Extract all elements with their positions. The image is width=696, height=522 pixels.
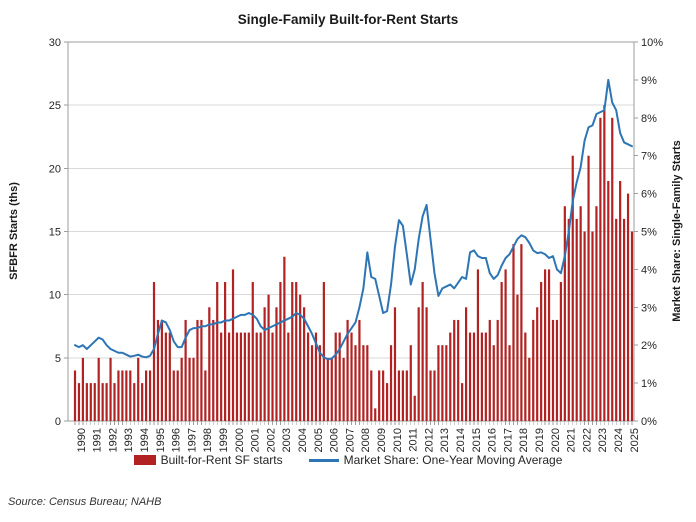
x-axis-year-label: 2007 — [344, 428, 356, 452]
legend-item-line: Market Share: One-Year Moving Average — [308, 453, 563, 467]
left-axis-tick: 20 — [49, 163, 61, 175]
x-axis-year-label: 2010 — [392, 428, 404, 452]
x-axis-year-label: 1993 — [123, 428, 135, 452]
x-axis-year-label: 1994 — [139, 428, 151, 452]
x-axis-year-label: 1997 — [186, 428, 198, 452]
bar-series — [73, 105, 634, 422]
legend-item-bars: Built-for-Rent SF starts — [133, 453, 283, 467]
left-axis-title: SFBFR Starts (ths) — [8, 182, 20, 280]
x-axis-year-label: 2005 — [313, 428, 325, 452]
right-axis-tick: 8% — [641, 113, 657, 125]
x-axis-year-label: 1991 — [92, 428, 104, 452]
left-axis-tick: 5 — [55, 353, 61, 365]
legend: Built-for-Rent SF starts Market Share: O… — [0, 453, 696, 467]
line-series-swatch — [308, 458, 339, 462]
x-axis-year-label: 1992 — [107, 428, 119, 452]
x-axis-year-label: 2004 — [297, 428, 309, 452]
legend-line-label: Market Share: One-Year Moving Average — [343, 453, 563, 467]
x-axis-year-label: 1996 — [171, 428, 183, 452]
left-axis-tick: 0 — [55, 416, 61, 428]
x-axis-year-label: 2025 — [629, 428, 641, 452]
x-axis-year-label: 2017 — [502, 428, 514, 452]
x-axis-year-label: 1995 — [155, 428, 167, 452]
x-axis-year-label: 1998 — [202, 428, 214, 452]
right-axis-tick: 2% — [641, 340, 657, 352]
x-axis-year-label: 2015 — [471, 428, 483, 452]
right-axis-tick: 3% — [641, 302, 657, 314]
x-axis-year-label: 2012 — [423, 428, 435, 452]
gridlines — [68, 104, 634, 359]
right-axis-tick: 9% — [641, 75, 657, 87]
right-axis-tick: 1% — [641, 378, 657, 390]
x-axis-year-label: 2008 — [360, 428, 372, 452]
x-axis-year-label: 2009 — [376, 428, 388, 452]
x-axis-year-label: 2024 — [613, 428, 625, 452]
chart-title: Single-Family Built-for-Rent Starts — [237, 12, 459, 27]
x-axis-year-label: 2002 — [265, 428, 277, 452]
x-axis-year-label: 2018 — [518, 428, 530, 452]
line-series — [74, 78, 633, 361]
right-axis-title: Market Share: Single-Family Starts — [671, 140, 683, 322]
x-axis-year-label: 2006 — [329, 428, 341, 452]
x-axis-year-label: 1999 — [218, 428, 230, 452]
left-axis-tick: 15 — [49, 227, 61, 239]
bar-series-swatch — [133, 455, 156, 465]
right-axis-tick: 5% — [641, 227, 657, 239]
x-axis-year-label: 2014 — [455, 428, 467, 452]
x-axis-year-label: 2013 — [439, 428, 451, 452]
x-axis-year-label: 2016 — [487, 428, 499, 452]
right-axis-tick: 6% — [641, 189, 657, 201]
right-axis-tick: 10% — [641, 37, 663, 49]
x-axis-year-label: 1990 — [76, 428, 88, 452]
left-axis-tick: 25 — [49, 100, 61, 112]
x-axis-year-label: 2023 — [597, 428, 609, 452]
x-axis-year-label: 2021 — [566, 428, 578, 452]
left-axis-tick: 10 — [49, 290, 61, 302]
right-axis-tick: 0% — [641, 416, 657, 428]
x-axis-year-label: 2011 — [408, 428, 420, 452]
x-axis-year-label: 2001 — [250, 428, 262, 452]
left-axis-tick: 30 — [49, 37, 61, 49]
axes — [64, 41, 638, 425]
legend-bars-label: Built-for-Rent SF starts — [160, 453, 283, 467]
source-note: Source: Census Bureau; NAHB — [8, 496, 162, 508]
x-axis-year-label: 2000 — [234, 428, 246, 452]
right-axis-tick: 7% — [641, 151, 657, 163]
x-axis-year-label: 2020 — [550, 428, 562, 452]
x-axis-year-label: 2003 — [281, 428, 293, 452]
x-axis-year-label: 2019 — [534, 428, 546, 452]
right-axis-tick: 4% — [641, 264, 657, 276]
x-axis-year-label: 2022 — [581, 428, 593, 452]
